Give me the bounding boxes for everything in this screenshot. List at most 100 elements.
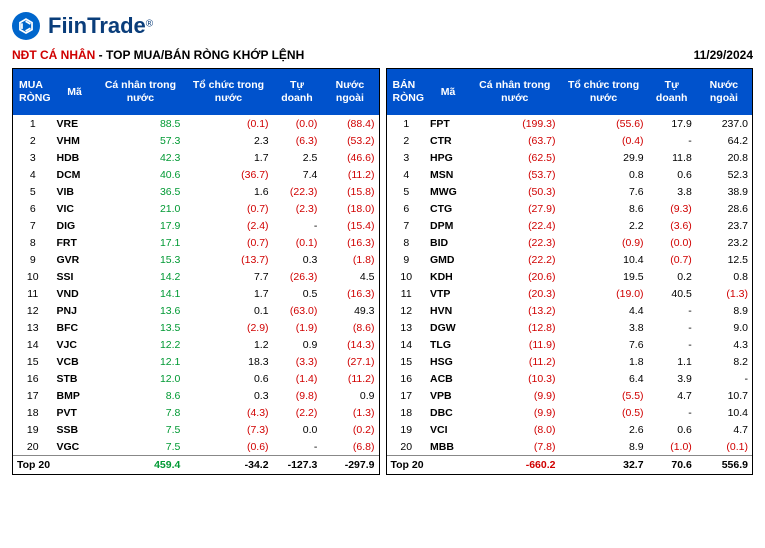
cell-rank: 3 — [387, 149, 427, 166]
cell-foreign: (11.2) — [321, 166, 378, 183]
sell-table: BÁN RÒNG Mã Cá nhân trong nước Tổ chức t… — [387, 69, 753, 474]
cell-individual: 40.6 — [97, 166, 185, 183]
cell-rank: 14 — [387, 336, 427, 353]
cell-individual: 42.3 — [97, 149, 185, 166]
table-row: 2VHM57.32.3(6.3)(53.2) — [13, 132, 379, 149]
cell-prop: 17.9 — [648, 115, 696, 132]
buy-footer-row: Top 20 459.4 -34.2 -127.3 -297.9 — [13, 456, 379, 475]
cell-prop: (3.3) — [273, 353, 322, 370]
table-row: 15VCB12.118.3(3.3)(27.1) — [13, 353, 379, 370]
table-row: 10KDH(20.6)19.50.20.8 — [387, 268, 753, 285]
cell-rank: 9 — [13, 251, 53, 268]
cell-institution: 7.6 — [560, 183, 648, 200]
cell-foreign: 4.7 — [696, 421, 752, 438]
cell-foreign: (15.8) — [321, 183, 378, 200]
cell-individual: (22.3) — [470, 234, 560, 251]
cell-rank: 20 — [13, 438, 53, 456]
col-individual: Cá nhân trong nước — [97, 69, 185, 115]
cell-code: DGW — [426, 319, 470, 336]
table-row: 3HPG(62.5)29.911.820.8 — [387, 149, 753, 166]
cell-rank: 2 — [387, 132, 427, 149]
cell-institution: 1.6 — [184, 183, 272, 200]
footer-c3: 70.6 — [648, 456, 696, 475]
brand-name: FiinTrade® — [48, 13, 153, 39]
cell-prop: (9.8) — [273, 387, 322, 404]
cell-institution: (55.6) — [560, 115, 648, 132]
cell-foreign: (88.4) — [321, 115, 378, 132]
cell-prop: - — [273, 217, 322, 234]
cell-institution: 2.2 — [560, 217, 648, 234]
cell-institution: 0.8 — [560, 166, 648, 183]
table-row: 8FRT17.1(0.7)(0.1)(16.3) — [13, 234, 379, 251]
cell-institution: (36.7) — [184, 166, 272, 183]
cell-rank: 7 — [13, 217, 53, 234]
cell-prop: - — [648, 319, 696, 336]
table-row: 13DGW(12.8)3.8-9.0 — [387, 319, 753, 336]
title-separator: - — [95, 48, 106, 62]
cell-foreign: 0.8 — [696, 268, 752, 285]
title-highlight: NĐT CÁ NHÂN — [12, 48, 95, 62]
cell-institution: 4.4 — [560, 302, 648, 319]
cell-individual: (7.8) — [470, 438, 560, 456]
cell-foreign: (6.8) — [321, 438, 378, 456]
cell-institution: 2.3 — [184, 132, 272, 149]
table-row: 4DCM40.6(36.7)7.4(11.2) — [13, 166, 379, 183]
cell-code: DCM — [53, 166, 97, 183]
sell-table-wrap: BÁN RÒNG Mã Cá nhân trong nước Tổ chức t… — [386, 68, 754, 475]
cell-foreign: 52.3 — [696, 166, 752, 183]
cell-rank: 5 — [387, 183, 427, 200]
cell-rank: 4 — [13, 166, 53, 183]
cell-rank: 13 — [13, 319, 53, 336]
cell-prop: 0.5 — [273, 285, 322, 302]
cell-institution: (0.1) — [184, 115, 272, 132]
cell-rank: 19 — [13, 421, 53, 438]
buy-table-wrap: MUA RÒNG Mã Cá nhân trong nước Tổ chức t… — [12, 68, 380, 475]
cell-foreign: 28.6 — [696, 200, 752, 217]
cell-prop: - — [648, 132, 696, 149]
cell-prop: (2.2) — [273, 404, 322, 421]
cell-foreign: (1.3) — [696, 285, 752, 302]
footer-c3: -127.3 — [273, 456, 322, 475]
cell-individual: 12.0 — [97, 370, 185, 387]
cell-prop: (0.0) — [273, 115, 322, 132]
cell-rank: 6 — [13, 200, 53, 217]
cell-foreign: (27.1) — [321, 353, 378, 370]
cell-code: DBC — [426, 404, 470, 421]
cell-individual: (20.3) — [470, 285, 560, 302]
cell-code: GVR — [53, 251, 97, 268]
cell-rank: 1 — [387, 115, 427, 132]
cell-institution: (0.4) — [560, 132, 648, 149]
footer-c2: -34.2 — [184, 456, 272, 475]
cell-individual: (22.4) — [470, 217, 560, 234]
cell-individual: (62.5) — [470, 149, 560, 166]
cell-rank: 7 — [387, 217, 427, 234]
cell-rank: 15 — [13, 353, 53, 370]
cell-code: BID — [426, 234, 470, 251]
cell-prop: (3.6) — [648, 217, 696, 234]
cell-prop: - — [648, 302, 696, 319]
cell-code: ACB — [426, 370, 470, 387]
cell-individual: 21.0 — [97, 200, 185, 217]
cell-code: VCB — [53, 353, 97, 370]
cell-institution: (0.7) — [184, 234, 272, 251]
table-row: 19SSB7.5(7.3)0.0(0.2) — [13, 421, 379, 438]
cell-foreign: (0.2) — [321, 421, 378, 438]
report-date: 11/29/2024 — [694, 48, 753, 62]
cell-prop: 3.8 — [648, 183, 696, 200]
cell-code: TLG — [426, 336, 470, 353]
cell-code: GMD — [426, 251, 470, 268]
cell-individual: 8.6 — [97, 387, 185, 404]
table-row: 7DIG17.9(2.4)-(15.4) — [13, 217, 379, 234]
cell-institution: 2.6 — [560, 421, 648, 438]
cell-code: VJC — [53, 336, 97, 353]
cell-code: PVT — [53, 404, 97, 421]
cell-individual: 17.9 — [97, 217, 185, 234]
cell-institution: (0.5) — [560, 404, 648, 421]
col-prop: Tự doanh — [648, 69, 696, 115]
col-foreign: Nước ngoài — [321, 69, 378, 115]
col-institution: Tổ chức trong nước — [184, 69, 272, 115]
title-detail: TOP MUA/BÁN RÒNG KHỚP LỆNH — [106, 48, 304, 62]
cell-code: PNJ — [53, 302, 97, 319]
table-row: 1VRE88.5(0.1)(0.0)(88.4) — [13, 115, 379, 132]
cell-rank: 15 — [387, 353, 427, 370]
